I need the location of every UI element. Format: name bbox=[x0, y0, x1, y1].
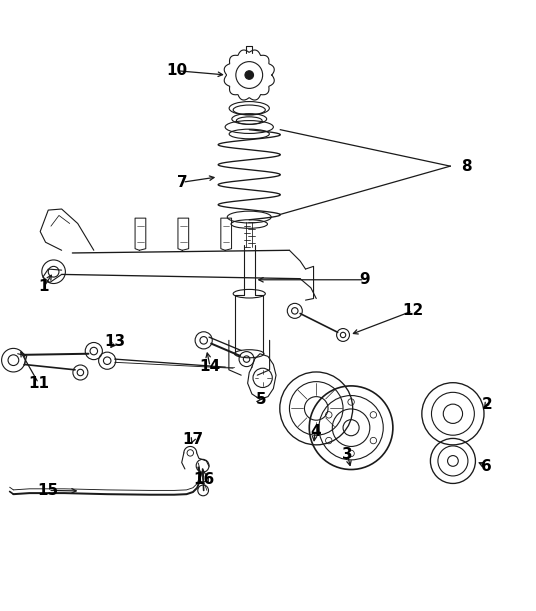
Text: 8: 8 bbox=[461, 159, 472, 174]
Text: 16: 16 bbox=[193, 472, 214, 487]
Text: 12: 12 bbox=[402, 303, 423, 318]
Text: 15: 15 bbox=[38, 483, 59, 498]
Text: 10: 10 bbox=[166, 63, 188, 78]
Text: 3: 3 bbox=[342, 447, 353, 462]
Text: 1: 1 bbox=[39, 279, 49, 295]
Text: 6: 6 bbox=[481, 459, 492, 474]
Text: 5: 5 bbox=[256, 392, 267, 407]
Text: 7: 7 bbox=[177, 175, 188, 190]
Text: 9: 9 bbox=[359, 273, 370, 287]
Text: 11: 11 bbox=[28, 376, 49, 390]
Text: 2: 2 bbox=[481, 397, 492, 412]
Circle shape bbox=[245, 71, 254, 79]
Text: 14: 14 bbox=[199, 359, 221, 374]
Text: 17: 17 bbox=[182, 432, 204, 447]
Text: 13: 13 bbox=[105, 334, 126, 349]
Text: 4: 4 bbox=[310, 424, 321, 439]
